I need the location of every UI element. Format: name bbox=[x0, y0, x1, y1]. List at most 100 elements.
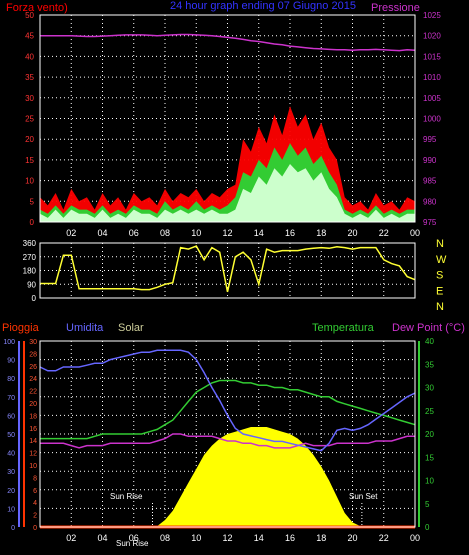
temp-xtick: 16 bbox=[285, 533, 295, 543]
temperature-ytick: 20 bbox=[425, 430, 434, 439]
wind-ytick: 20 bbox=[25, 135, 34, 144]
pressure-ytick: 995 bbox=[423, 135, 437, 144]
rain-ytick: 26 bbox=[29, 364, 37, 371]
temp-xtick: 00 bbox=[410, 533, 420, 543]
rain-ytick: 14 bbox=[29, 438, 37, 445]
wind-xtick: 08 bbox=[160, 228, 170, 238]
wind-ytick: 50 bbox=[25, 11, 34, 20]
pressure-ytick: 1015 bbox=[423, 52, 441, 61]
pressure-ytick: 1000 bbox=[423, 115, 441, 124]
humidity-ytick: 50 bbox=[7, 432, 15, 439]
wind-ytick: 5 bbox=[30, 197, 35, 206]
sunrise-label: Sun Rise bbox=[110, 492, 143, 501]
rain-ytick: 22 bbox=[29, 389, 37, 396]
wind-xtick: 00 bbox=[410, 228, 420, 238]
temp-xtick: 14 bbox=[254, 533, 264, 543]
pressure-ytick: 1005 bbox=[423, 94, 441, 103]
humidity-ytick: 100 bbox=[3, 339, 15, 346]
compass-label: W bbox=[436, 254, 447, 266]
wind-xtick: 12 bbox=[222, 228, 232, 238]
temp-xtick: 08 bbox=[160, 533, 170, 543]
rain-ytick: 20 bbox=[29, 401, 37, 408]
rain-ytick: 8 bbox=[33, 475, 37, 482]
rain-axis-label: Pioggia bbox=[2, 322, 40, 334]
rain-ytick: 0 bbox=[33, 525, 37, 532]
temp-xtick: 06 bbox=[129, 533, 139, 543]
direction-ytick: 270 bbox=[23, 253, 37, 262]
temp-plot-frame bbox=[39, 340, 416, 528]
wind-xtick: 22 bbox=[379, 228, 389, 238]
chart-title: 24 hour graph ending 07 Giugno 2015 bbox=[170, 0, 356, 12]
temperature-ytick: 30 bbox=[425, 384, 434, 393]
direction-ytick: 0 bbox=[32, 294, 37, 303]
rain-ytick: 4 bbox=[33, 500, 37, 507]
temperature-ytick: 5 bbox=[425, 500, 430, 509]
temperature-ytick: 10 bbox=[425, 477, 434, 486]
temp-xtick: 04 bbox=[97, 533, 107, 543]
solar-area bbox=[40, 427, 415, 527]
wind-ytick: 45 bbox=[25, 32, 34, 41]
pressure-ytick: 985 bbox=[423, 177, 437, 186]
rain-ytick: 28 bbox=[29, 351, 37, 358]
direction-plot-frame bbox=[39, 242, 416, 299]
humidity-axis-label: Umidita bbox=[66, 322, 104, 334]
compass-label: N bbox=[436, 301, 444, 313]
temp-xtick: 10 bbox=[191, 533, 201, 543]
humidity-ytick: 80 bbox=[7, 376, 15, 383]
compass-label: N bbox=[436, 238, 444, 250]
humidity-ytick: 20 bbox=[7, 488, 15, 495]
wind-xtick: 04 bbox=[97, 228, 107, 238]
temp-xtick: 22 bbox=[379, 533, 389, 543]
compass-label: S bbox=[436, 270, 443, 282]
wind-ytick: 35 bbox=[25, 73, 34, 82]
humidity-ytick: 60 bbox=[7, 413, 15, 420]
pressure-ytick: 990 bbox=[423, 156, 437, 165]
compass-label: E bbox=[436, 285, 443, 297]
temp-xtick: 18 bbox=[316, 533, 326, 543]
temperature-ytick: 15 bbox=[425, 453, 434, 462]
wind-xtick: 20 bbox=[347, 228, 357, 238]
humidity-ytick: 70 bbox=[7, 395, 15, 402]
humidity-ytick: 0 bbox=[11, 525, 15, 532]
solar-axis-label: Solar bbox=[118, 322, 144, 334]
temperature-ytick: 25 bbox=[425, 407, 434, 416]
pressure-ytick: 1010 bbox=[423, 73, 441, 82]
rain-ytick: 30 bbox=[29, 339, 37, 346]
pressure-ytick: 975 bbox=[423, 218, 437, 227]
temp-xtick: 20 bbox=[347, 533, 357, 543]
wind-xtick: 06 bbox=[129, 228, 139, 238]
temperature-axis-label: Temperatura bbox=[312, 322, 375, 334]
wind-xtick: 14 bbox=[254, 228, 264, 238]
sunrise-axis-label: Sun Rise bbox=[116, 539, 149, 548]
wind-average-area bbox=[40, 164, 415, 222]
wind-pressure-panel: 0510152025303540455097598098599099510001… bbox=[25, 11, 441, 238]
wind-xtick: 02 bbox=[66, 228, 76, 238]
pressure-ytick: 1020 bbox=[423, 32, 441, 41]
temperature-ytick: 0 bbox=[425, 523, 430, 532]
rain-ytick: 18 bbox=[29, 413, 37, 420]
wind-plot-frame bbox=[39, 14, 416, 223]
rain-ytick: 6 bbox=[33, 488, 37, 495]
direction-ytick: 180 bbox=[23, 267, 37, 276]
wind-xtick: 10 bbox=[191, 228, 201, 238]
dew-point-line bbox=[40, 433, 415, 449]
direction-ytick: 90 bbox=[27, 280, 36, 289]
wind-ytick: 25 bbox=[25, 115, 34, 124]
temperature-ytick: 40 bbox=[425, 337, 434, 346]
wind-ytick: 10 bbox=[25, 177, 34, 186]
pressure-line bbox=[40, 33, 416, 52]
wind-ytick: 15 bbox=[25, 156, 34, 165]
wind-ytick: 0 bbox=[30, 218, 35, 227]
humidity-ytick: 30 bbox=[7, 469, 15, 476]
rain-ytick: 12 bbox=[29, 451, 37, 458]
temperature-line bbox=[40, 379, 416, 440]
sunset-label: Sun Set bbox=[349, 492, 378, 501]
dew-point-axis-label: Dew Point (°C) bbox=[392, 322, 465, 334]
pressure-ytick: 1025 bbox=[423, 11, 441, 20]
wind-ytick: 30 bbox=[25, 94, 34, 103]
pressure-ytick: 980 bbox=[423, 197, 437, 206]
rain-ytick: 16 bbox=[29, 426, 37, 433]
humidity-ytick: 40 bbox=[7, 451, 15, 458]
